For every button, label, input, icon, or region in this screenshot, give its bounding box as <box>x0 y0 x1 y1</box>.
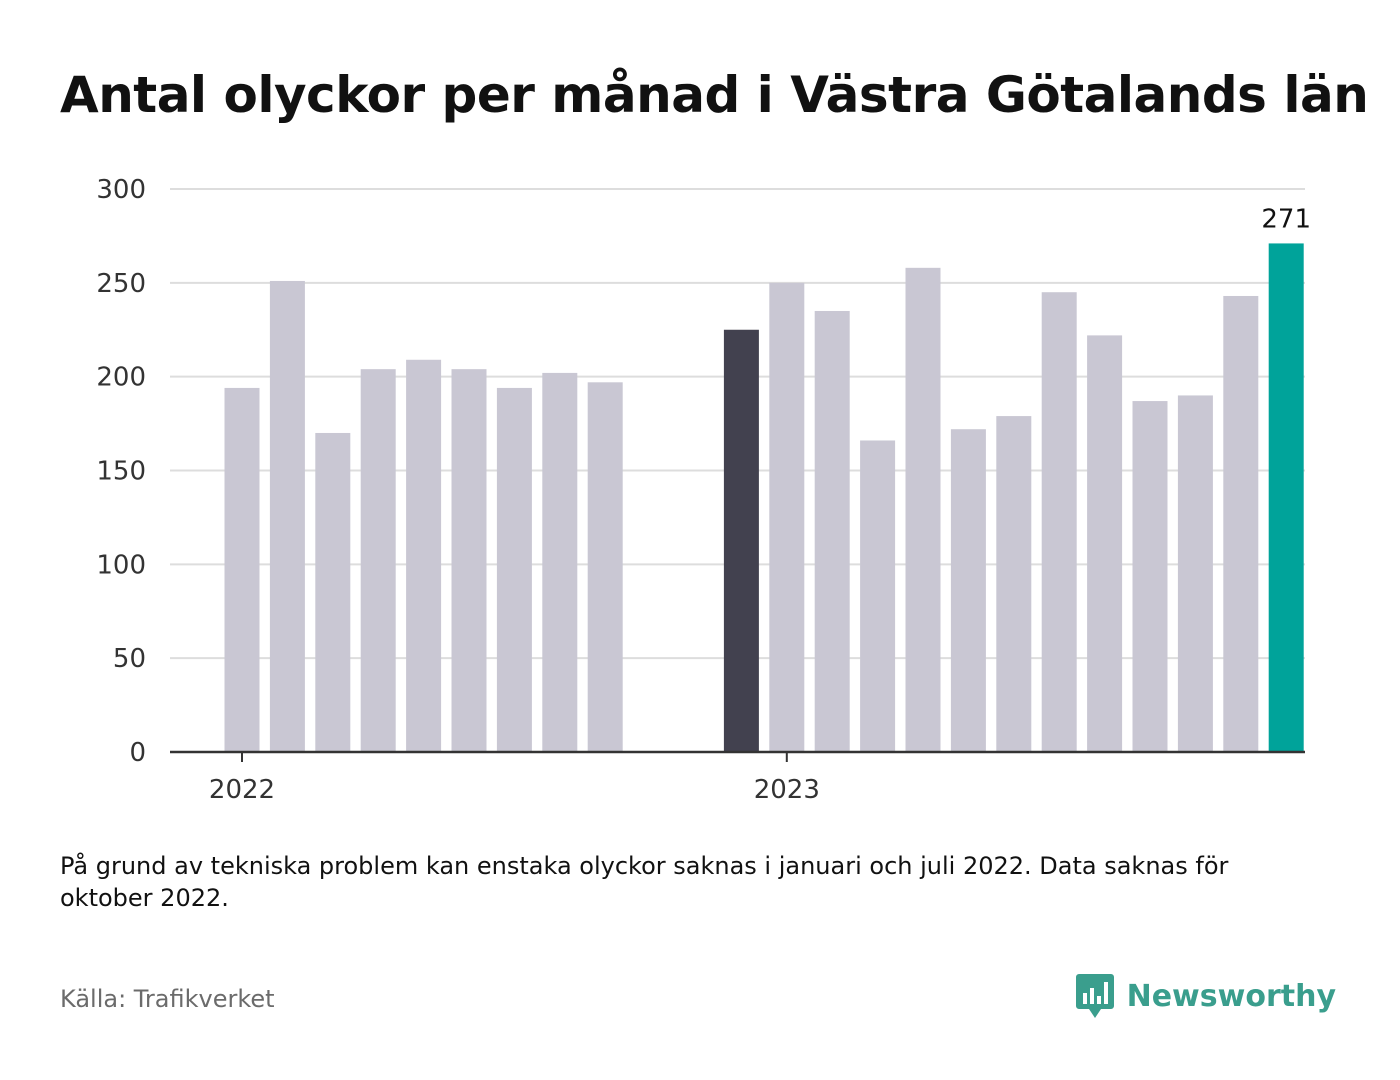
x-axis: 2022 2023 <box>170 750 1305 805</box>
bar-2022-12 <box>723 329 759 752</box>
bar-2023-02 <box>814 310 850 752</box>
bar-2022-08 <box>542 372 578 752</box>
chart-title: Antal olyckor per månad i Västra Götalan… <box>60 66 1369 124</box>
data-labels: 271 <box>1261 204 1311 234</box>
data-label-2023-12: 271 <box>1261 204 1311 234</box>
bar-2022-04 <box>360 369 396 752</box>
y-tick-label: 250 <box>96 269 146 299</box>
bar-2023-06 <box>996 416 1032 752</box>
y-tick-label: 0 <box>129 738 146 768</box>
bar-2023-07 <box>1041 292 1077 752</box>
bar-2022-02 <box>269 280 305 752</box>
y-tick-label: 200 <box>96 363 146 393</box>
source-text: Källa: Trafikverket <box>60 985 275 1013</box>
brand-logo[interactable]: Newsworthy <box>1075 972 1336 1020</box>
x-tick-label: 2023 <box>754 775 820 805</box>
bar-2023-11 <box>1223 295 1259 752</box>
y-tick-label: 150 <box>96 457 146 487</box>
bar-2023-05 <box>950 429 986 752</box>
newsworthy-logo-icon <box>1075 974 1114 1018</box>
bars <box>224 243 1304 752</box>
bar-2022-06 <box>451 369 487 752</box>
y-axis-labels: 0 50 100 150 200 250 300 <box>96 175 146 768</box>
bar-2023-10 <box>1177 395 1213 752</box>
bar-2023-03 <box>860 440 896 752</box>
bar-2022-05 <box>406 359 442 752</box>
bar-2023-04 <box>905 267 941 752</box>
x-tick-label: 2022 <box>209 775 275 805</box>
bar-2023-08 <box>1087 335 1123 752</box>
bar-2023-01 <box>769 282 805 752</box>
bar-2022-07 <box>496 387 532 752</box>
bar-2022-03 <box>315 432 351 752</box>
y-tick-label: 300 <box>96 175 146 205</box>
bar-2022-01 <box>224 387 260 752</box>
bar-chart: 0 50 100 150 200 250 300 271 2022 2023 <box>96 175 1311 805</box>
brand-name: Newsworthy <box>1126 978 1336 1014</box>
chart-note: På grund av tekniska problem kan enstaka… <box>60 852 1229 912</box>
bar-2023-12 <box>1268 243 1304 752</box>
y-tick-label: 100 <box>96 550 146 580</box>
bar-2022-09 <box>587 382 623 752</box>
y-tick-label: 50 <box>113 644 146 674</box>
bar-2023-09 <box>1132 401 1168 752</box>
